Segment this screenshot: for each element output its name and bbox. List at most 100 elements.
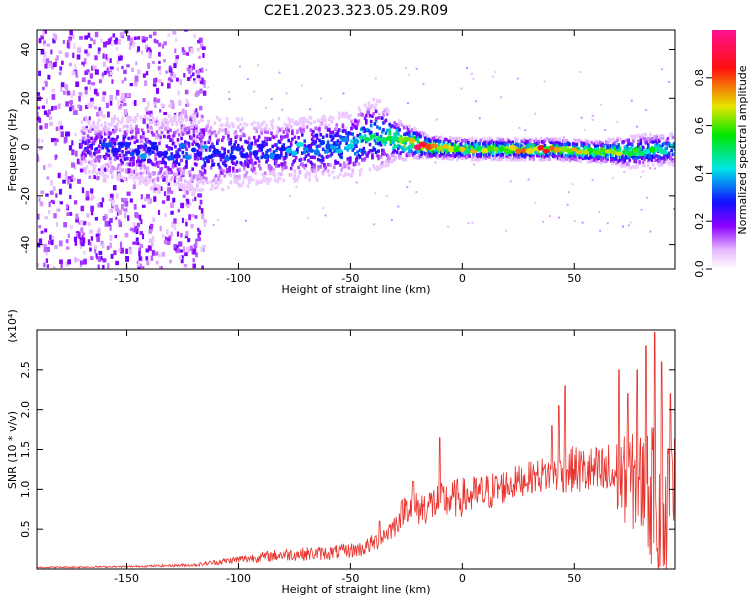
heatmap-cell (471, 221, 474, 224)
heatmap-cell (590, 140, 593, 145)
heatmap-cell (296, 147, 299, 152)
heatmap-cell (175, 55, 179, 60)
heatmap-cell (134, 117, 138, 122)
heatmap-cell (328, 117, 331, 122)
heatmap-cell (294, 155, 298, 160)
heatmap-cell (634, 158, 638, 163)
heatmap-cell (147, 200, 150, 205)
heatmap-cell (364, 121, 368, 125)
heatmap-cell (505, 155, 508, 159)
colorbar-tick-label: 0.0 (693, 260, 706, 278)
heatmap-cell (648, 154, 651, 159)
heatmap-cell (209, 126, 213, 130)
heatmap-cell (137, 176, 140, 180)
colorbar-tick-label: 0.4 (693, 165, 706, 183)
heatmap-cell (463, 151, 467, 155)
heatmap-cell (192, 129, 195, 135)
heatmap-cell (646, 158, 650, 163)
heatmap-cell (191, 192, 196, 197)
heatmap-cell (133, 140, 137, 145)
heatmap-cell (618, 146, 622, 150)
heatmap-cell (197, 146, 202, 151)
heatmap-cell (277, 117, 281, 121)
heatmap-cell (186, 199, 190, 205)
heatmap-cell (351, 122, 355, 127)
heatmap-cell (148, 238, 153, 243)
heatmap-cell (145, 36, 148, 41)
heatmap-cell (665, 138, 669, 143)
heatmap-cell (99, 139, 102, 143)
heatmap-cell (111, 137, 114, 142)
heatmap-cell (124, 153, 128, 157)
heatmap-cell (275, 164, 278, 168)
heatmap-peak (329, 145, 338, 150)
heatmap-cell (329, 163, 332, 167)
heatmap-cell (187, 130, 191, 134)
heatmap-cell (593, 147, 597, 151)
spectrogram-marks (37, 30, 675, 269)
heatmap-cell (220, 138, 224, 142)
heatmap-cell (484, 156, 488, 160)
heatmap-cell (640, 208, 643, 211)
heatmap-cell (68, 39, 71, 46)
heatmap-cell (107, 38, 112, 45)
heatmap-cell (54, 155, 57, 161)
heatmap-cell (223, 147, 226, 152)
heatmap-peak (622, 149, 628, 155)
heatmap-cell (281, 126, 284, 131)
heatmap-cell (429, 139, 432, 143)
heatmap-cell (83, 149, 86, 153)
heatmap-cell (186, 184, 190, 189)
heatmap-cell (103, 129, 106, 134)
heatmap-cell (208, 135, 212, 140)
heatmap-cell (152, 31, 157, 36)
heatmap-cell (345, 136, 348, 139)
heatmap-cell (611, 176, 614, 179)
heatmap-cell (262, 143, 266, 148)
heatmap-cell (113, 157, 117, 161)
heatmap-cell (43, 165, 46, 170)
heatmap-cell (651, 162, 655, 167)
heatmap-cell (83, 131, 86, 136)
heatmap-cell (309, 121, 313, 126)
heatmap-cell (353, 162, 357, 166)
heatmap-cell (390, 124, 394, 128)
heatmap-cell (566, 156, 570, 161)
heatmap-cell (117, 38, 121, 45)
heatmap-cell (496, 137, 500, 142)
heatmap-cell (155, 87, 160, 94)
heatmap-cell (81, 61, 85, 65)
heatmap-cell (131, 67, 134, 73)
heatmap-cell (67, 179, 71, 185)
heatmap-cell (400, 123, 404, 127)
heatmap-cell (528, 156, 532, 161)
heatmap-cell (346, 172, 350, 177)
heatmap-cell (212, 162, 215, 167)
heatmap-cell (275, 159, 278, 164)
heatmap-peak (453, 147, 461, 152)
heatmap-cell (167, 83, 171, 89)
heatmap-cell (505, 146, 508, 150)
heatmap-cell (38, 238, 43, 244)
heatmap-cell (132, 222, 136, 227)
heatmap-cell (156, 176, 160, 182)
heatmap-cell (346, 148, 350, 152)
heatmap-cell (470, 72, 473, 75)
heatmap-cell (194, 196, 197, 202)
heatmap-cell (376, 167, 379, 172)
heatmap-cell (90, 154, 94, 158)
heatmap-cell (184, 218, 188, 225)
heatmap-cell (272, 150, 276, 154)
heatmap-cell (183, 186, 187, 190)
heatmap-cell (89, 241, 92, 246)
heatmap-cell (382, 163, 385, 168)
heatmap-cell (129, 125, 132, 130)
heatmap-cell (192, 63, 195, 70)
heatmap-cell (49, 116, 53, 120)
heatmap-cell (379, 134, 383, 139)
heatmap-cell (360, 167, 363, 172)
heatmap-cell (516, 137, 520, 142)
heatmap-cell (136, 241, 140, 246)
heatmap-cell (672, 147, 675, 151)
heatmap-cell (116, 135, 119, 139)
